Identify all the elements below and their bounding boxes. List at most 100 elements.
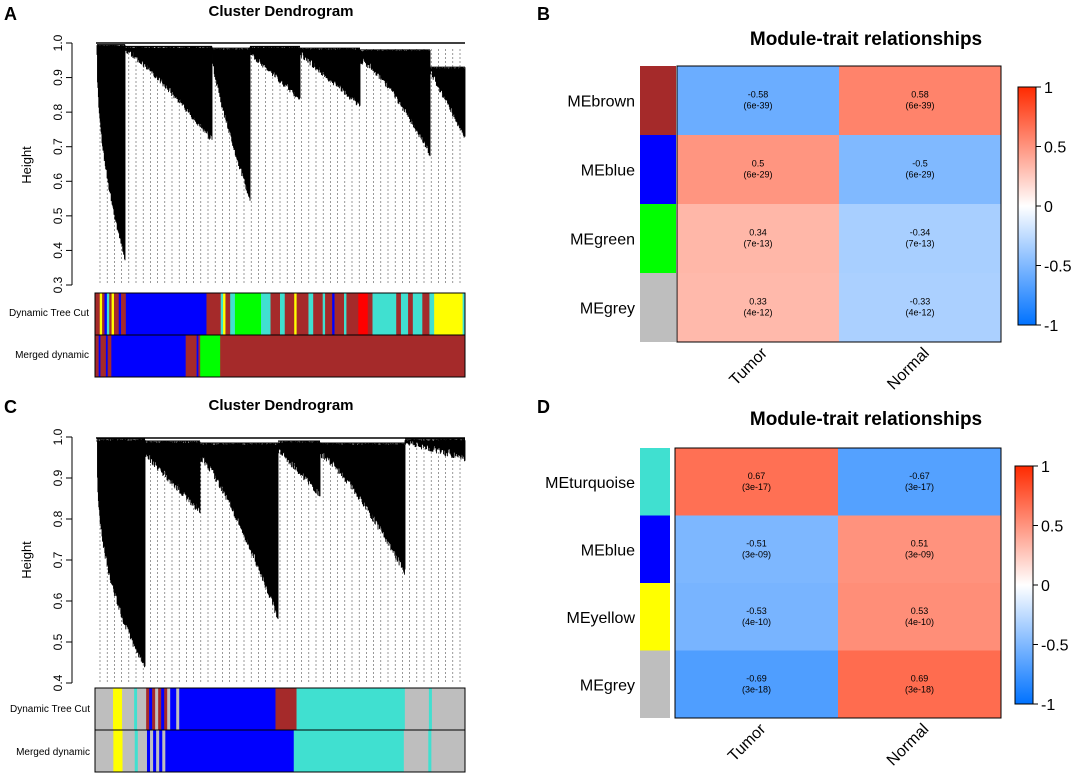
- colorbar-gradient: [1017, 86, 1037, 326]
- module-color-segment: [185, 335, 197, 377]
- module-color-segment: [431, 688, 466, 730]
- panel-c-row-label-merged: Merged dynamic: [16, 747, 90, 758]
- module-color-segment: [125, 293, 207, 335]
- module-color-segment: [431, 730, 466, 772]
- module-color-segment: [95, 730, 114, 772]
- panel-d-title: Module-trait relationships: [750, 409, 982, 430]
- module-color-segment: [118, 293, 122, 335]
- module-color-segment: [137, 730, 148, 772]
- colorbar-tick-label: 0: [1041, 578, 1050, 595]
- module-color-segment: [134, 688, 138, 730]
- cell-pvalue: (6e-39): [905, 101, 934, 111]
- module-color-swatch: [640, 650, 670, 718]
- y-tick-label: 1.0: [51, 428, 65, 445]
- dendrogram-branch: [359, 49, 431, 157]
- module-color-segment: [346, 293, 359, 335]
- module-color-swatch: [640, 448, 670, 516]
- y-tick-label: 0.4: [51, 242, 65, 259]
- module-color-segment: [107, 335, 112, 377]
- module-color-segment: [284, 293, 295, 335]
- cell-correlation: 0.34: [749, 228, 767, 238]
- module-color-segment: [400, 293, 409, 335]
- module-color-segment: [404, 688, 430, 730]
- module-color-segment: [137, 688, 147, 730]
- colorbar-tick-label: -1: [1041, 697, 1055, 714]
- module-color-segment: [100, 335, 107, 377]
- panel-a-color-row-dynamic: [95, 293, 466, 335]
- module-color-segment: [358, 293, 369, 335]
- module-color-segment: [146, 688, 150, 730]
- dendrogram-branch: [404, 438, 466, 462]
- panel-d-letter-text: D: [537, 397, 550, 417]
- heatmap-cell: [677, 135, 839, 204]
- module-color-segment: [280, 293, 286, 335]
- module-color-segment: [155, 688, 159, 730]
- module-color-segment: [428, 688, 433, 730]
- panel-a-row-label-merged: Merged dynamic: [15, 350, 89, 361]
- module-color-segment: [428, 730, 432, 772]
- module-color-segment: [275, 688, 297, 730]
- module-color-segment: [111, 335, 186, 377]
- panel-d-colorbar: 1 0.5 0 -0.5 -1: [1014, 459, 1069, 714]
- y-tick-label: 0.9: [51, 69, 65, 86]
- panel-a-dendrogram: [96, 42, 466, 285]
- heatmap-cell: [838, 650, 1001, 718]
- cell-pvalue: (7e-13): [743, 239, 772, 249]
- cell-pvalue: (3e-18): [905, 684, 934, 694]
- module-color-segment: [313, 293, 323, 335]
- panel-c-dendrogram: [96, 437, 466, 683]
- cell-pvalue: (4e-10): [905, 617, 934, 627]
- cell-correlation: 0.33: [749, 297, 767, 307]
- module-color-segment: [113, 730, 123, 772]
- module-color-segment: [206, 293, 222, 335]
- module-color-segment: [152, 688, 156, 730]
- module-color-segment: [234, 293, 262, 335]
- colorbar-tick-label: 0.5: [1041, 519, 1063, 536]
- dendrogram-branch: [124, 46, 213, 140]
- cell-pvalue: (3e-18): [742, 684, 771, 694]
- cell-pvalue: (3e-09): [905, 549, 934, 559]
- cell-correlation: -0.69: [746, 673, 767, 683]
- module-color-segment: [102, 293, 105, 335]
- panel-a-letter: A: [4, 4, 17, 24]
- panel-c-letter: C: [4, 397, 17, 417]
- module-color-segment: [408, 293, 414, 335]
- dendrogram-branch: [96, 439, 146, 668]
- dendrogram-branch: [249, 46, 301, 100]
- cell-correlation: -0.51: [746, 538, 767, 548]
- y-tick-label: 0.5: [51, 633, 65, 650]
- dendrogram-branch: [429, 67, 466, 138]
- module-color-segment: [121, 293, 127, 335]
- module-color-segment: [220, 293, 224, 335]
- module-color-segment: [294, 293, 297, 335]
- y-tick-label: 0.7: [51, 551, 65, 568]
- panel-c-row-label-dynamic: Dynamic Tree Cut: [10, 704, 90, 715]
- heatmap-cell: [839, 135, 1001, 204]
- module-row-label: MEgrey: [580, 301, 635, 318]
- heatmap-cell: [677, 273, 839, 342]
- module-color-segment: [158, 688, 162, 730]
- cell-pvalue: (6e-29): [905, 170, 934, 180]
- column-label: Tumor: [727, 344, 772, 389]
- cell-correlation: 0.69: [911, 673, 929, 683]
- module-row-label: MEblue: [581, 163, 635, 180]
- module-color-segment: [150, 730, 154, 772]
- colorbar-tick-label: -0.5: [1041, 638, 1069, 655]
- module-color-segment: [434, 293, 463, 335]
- module-color-segment: [462, 293, 466, 335]
- heatmap-cell: [675, 448, 838, 516]
- colorbar-tick-label: 0.5: [1044, 140, 1066, 157]
- cell-correlation: -0.33: [910, 297, 931, 307]
- module-row-label: MEturquoise: [545, 475, 635, 492]
- module-color-swatch: [640, 273, 676, 342]
- module-color-segment: [106, 293, 110, 335]
- heatmap-cell: [839, 66, 1001, 135]
- heatmap-cell: [675, 650, 838, 718]
- module-color-segment: [98, 335, 101, 377]
- y-tick-label: 0.8: [51, 103, 65, 120]
- module-color-segment: [134, 730, 139, 772]
- y-tick-label: 0.6: [51, 173, 65, 190]
- module-row-label: MEbrown: [567, 94, 635, 111]
- module-color-segment: [325, 293, 333, 335]
- panel-a-color-row-merged: [95, 335, 466, 377]
